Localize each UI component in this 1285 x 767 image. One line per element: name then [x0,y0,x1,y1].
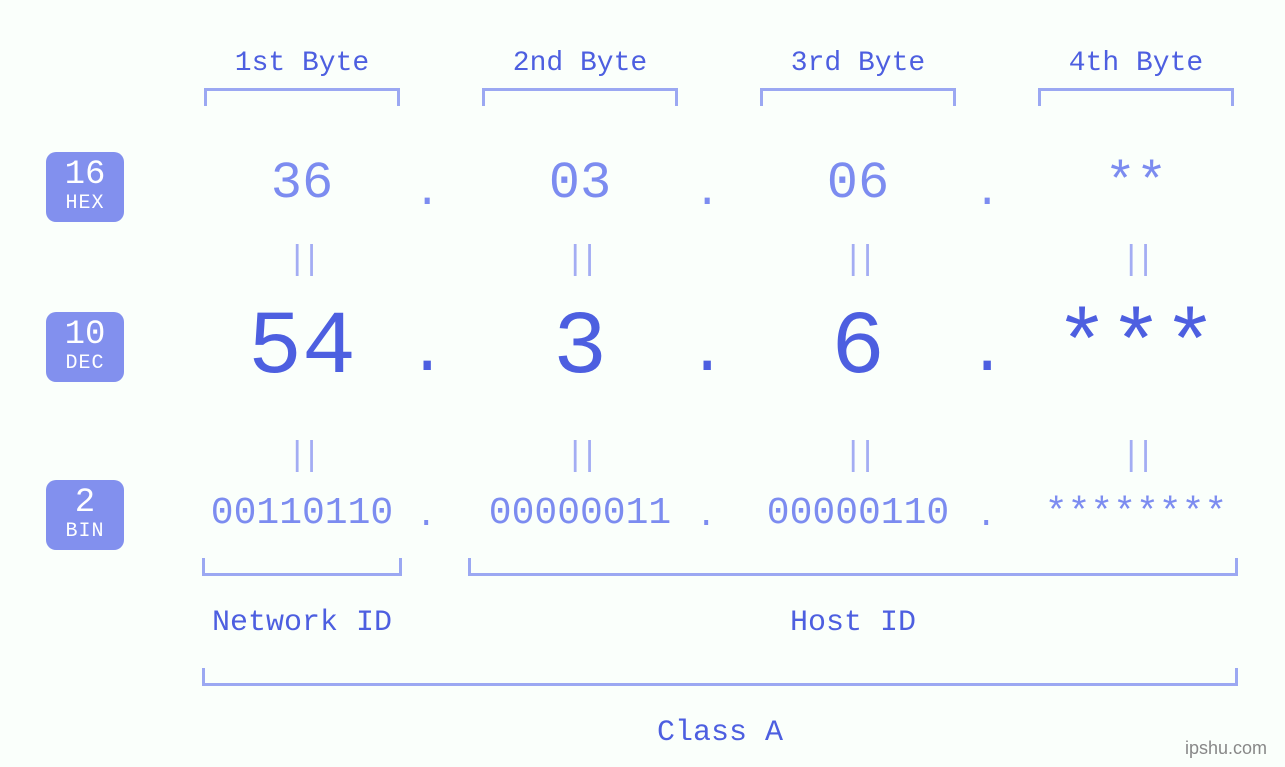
dec-dot-3: . [968,318,1006,390]
dec-dot-2: . [688,318,726,390]
base-bin-num: 2 [46,486,124,520]
eq-1-2: || [565,242,594,280]
eq-1-3: || [843,242,872,280]
watermark: ipshu.com [1185,738,1267,759]
base-badge-dec: 10 DEC [46,312,124,382]
bin-byte-2: 00000011 [455,492,705,535]
hex-byte-4: ** [1011,154,1261,213]
byte-bracket-4 [1038,88,1234,106]
base-badge-bin: 2 BIN [46,480,124,550]
class-label: Class A [202,716,1238,750]
byte-header-4: 4th Byte [1011,48,1261,79]
hex-dot-3: . [974,168,1000,218]
eq-2-3: || [843,438,872,476]
hex-byte-3: 06 [733,154,983,213]
byte-header-1: 1st Byte [177,48,427,79]
base-dec-num: 10 [46,318,124,352]
byte-header-3: 3rd Byte [733,48,983,79]
bin-byte-4: ******** [1011,492,1261,535]
bin-dot-1: . [416,498,436,536]
network-id-label: Network ID [202,606,402,640]
hex-dot-1: . [414,168,440,218]
ip-diagram: 1st Byte 2nd Byte 3rd Byte 4th Byte 16 H… [0,0,1285,767]
base-hex-label: HEX [46,194,124,214]
host-bracket [468,558,1238,576]
eq-2-1: || [287,438,316,476]
base-dec-label: DEC [46,354,124,374]
bin-dot-2: . [696,498,716,536]
hex-dot-2: . [694,168,720,218]
eq-1-4: || [1121,242,1150,280]
dec-byte-4: *** [1011,298,1261,400]
byte-header-2: 2nd Byte [455,48,705,79]
class-bracket [202,668,1238,686]
dec-byte-3: 6 [733,298,983,400]
eq-2-2: || [565,438,594,476]
network-bracket [202,558,402,576]
bin-byte-3: 00000110 [733,492,983,535]
bin-dot-3: . [976,498,996,536]
eq-1-1: || [287,242,316,280]
byte-bracket-2 [482,88,678,106]
dec-dot-1: . [408,318,446,390]
byte-bracket-1 [204,88,400,106]
bin-byte-1: 00110110 [177,492,427,535]
base-hex-num: 16 [46,158,124,192]
host-id-label: Host ID [468,606,1238,640]
dec-byte-1: 54 [177,298,427,400]
hex-byte-1: 36 [177,154,427,213]
base-bin-label: BIN [46,522,124,542]
base-badge-hex: 16 HEX [46,152,124,222]
eq-2-4: || [1121,438,1150,476]
dec-byte-2: 3 [455,298,705,400]
hex-byte-2: 03 [455,154,705,213]
byte-bracket-3 [760,88,956,106]
